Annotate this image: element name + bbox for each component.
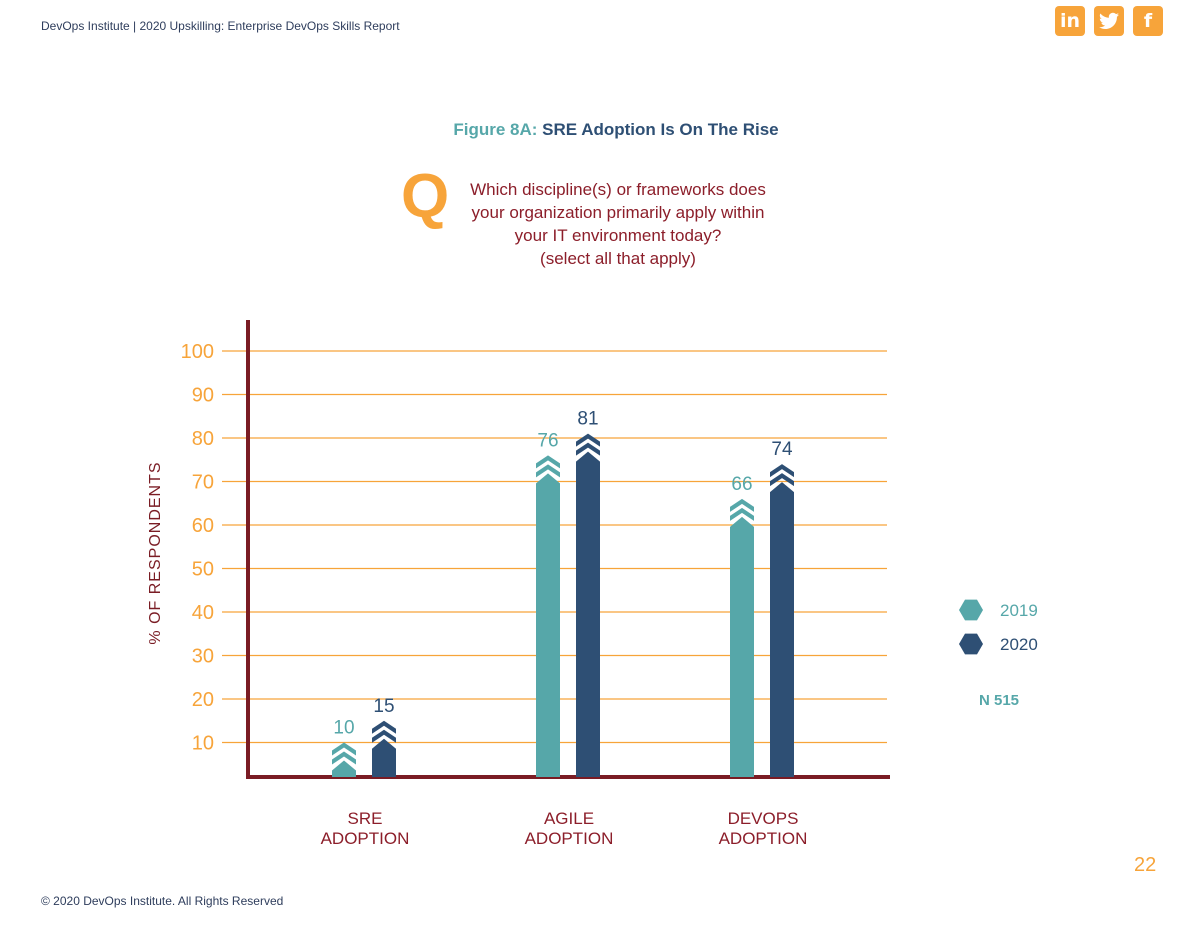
question-line: your organization primarily apply within [471,203,765,222]
x-category-label: DEVOPS [728,809,799,828]
y-tick-label: 90 [192,385,214,407]
y-tick-label: 80 [192,428,214,450]
bar [576,451,600,777]
x-category-label: ADOPTION [719,829,808,848]
y-tick-label: 50 [192,559,214,581]
bar-chevron [536,464,560,478]
y-tick-label: 10 [192,733,214,755]
bar-chevron [372,729,396,743]
twitter-icon[interactable] [1094,6,1124,36]
question-line: your IT environment today? [514,226,722,245]
bar [536,473,560,777]
data-label: 76 [537,430,558,451]
bar-chevron [332,751,356,765]
twitter-bird-shape [1099,12,1119,29]
question-line: Which discipline(s) or frameworks does [470,180,766,199]
legend-label: 2020 [1000,635,1038,654]
page-number: 22 [1134,854,1157,876]
legend-label: 2019 [1000,601,1038,620]
question-line: (select all that apply) [540,249,696,268]
bar-chevron [576,442,600,456]
y-axis-title: % OF RESPONDENTS [147,461,164,644]
figure-title-text: SRE Adoption Is On The Rise [542,120,779,139]
bar-chevron [332,742,356,756]
bar [770,482,794,777]
bar-chevron [536,455,560,469]
data-label: 15 [373,696,394,717]
bar [332,760,356,777]
bar-chevron [730,507,754,521]
report-header: DevOps Institute | 2020 Upskilling: Ente… [41,19,400,33]
data-label: 66 [731,474,752,495]
y-tick-label: 60 [192,515,214,537]
y-tick-label: 20 [192,689,214,711]
linkedin-icon[interactable]: in [1055,6,1085,36]
data-label: 81 [577,409,598,430]
bar-chevron [730,498,754,512]
x-category-label: SRE [348,809,383,828]
y-tick-label: 100 [181,341,214,363]
x-category-label: ADOPTION [525,829,614,848]
figure-label: Figure 8A: [453,120,538,139]
y-tick-label: 40 [192,602,214,624]
facebook-icon[interactable]: f [1133,6,1163,36]
bar-chevron [770,473,794,487]
figure-title: Figure 8A: SRE Adoption Is On The Rise [0,120,1201,140]
bar-chevron [372,720,396,734]
x-category-label: AGILE [544,809,594,828]
bar-chevron [576,433,600,447]
legend-swatch [959,633,983,655]
copyright-footer: © 2020 DevOps Institute. All Rights Rese… [41,894,284,908]
bar [372,738,396,777]
data-label: 10 [333,718,354,739]
data-label: 74 [771,439,793,460]
question-mark-letter: Q [401,162,450,231]
y-tick-label: 70 [192,472,214,494]
survey-question: Which discipline(s) or frameworks does y… [448,178,788,270]
legend-swatch [959,599,983,621]
social-links: in f [1055,6,1163,36]
x-category-label: ADOPTION [321,829,410,848]
bar [730,516,754,777]
sample-size-note: N 515 [979,692,1019,709]
y-tick-label: 30 [192,646,214,668]
bar-chevron [770,464,794,478]
